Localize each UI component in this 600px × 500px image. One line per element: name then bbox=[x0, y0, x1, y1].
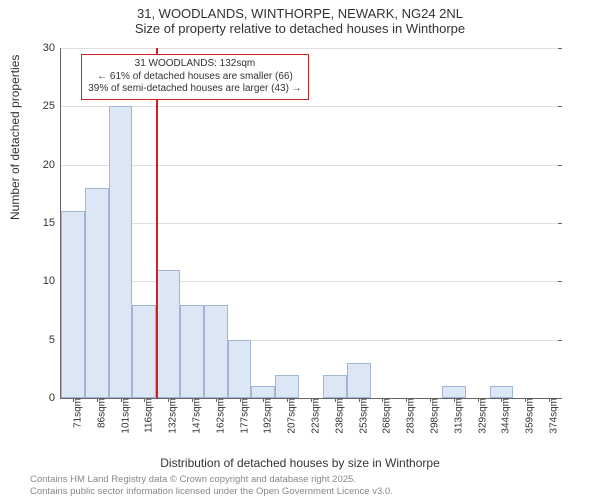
x-tick-label: 329sqm bbox=[475, 398, 488, 434]
annotation-line3: 39% of semi-detached houses are larger (… bbox=[88, 83, 301, 96]
x-tick-label: 71sqm bbox=[70, 398, 83, 428]
x-tick-label: 162sqm bbox=[213, 398, 226, 434]
histogram-bar bbox=[251, 386, 275, 398]
grid-line bbox=[61, 48, 561, 49]
x-tick-label: 86sqm bbox=[94, 398, 107, 428]
x-tick-label: 177sqm bbox=[237, 398, 250, 434]
y-tick-mark bbox=[558, 48, 562, 49]
x-tick-label: 207sqm bbox=[285, 398, 298, 434]
x-tick-label: 132sqm bbox=[166, 398, 179, 434]
histogram-bar bbox=[180, 305, 204, 398]
y-tick-mark bbox=[558, 106, 562, 107]
y-tick-label: 10 bbox=[43, 275, 61, 287]
x-tick-label: 344sqm bbox=[499, 398, 512, 434]
histogram-bar bbox=[132, 305, 156, 398]
y-tick-label: 20 bbox=[43, 159, 61, 171]
reference-line bbox=[156, 48, 158, 398]
x-tick-label: 359sqm bbox=[523, 398, 536, 434]
x-tick-label: 192sqm bbox=[261, 398, 274, 434]
histogram-bar bbox=[323, 375, 347, 398]
x-tick-label: 223sqm bbox=[309, 398, 322, 434]
y-tick-mark bbox=[558, 223, 562, 224]
y-tick-mark bbox=[558, 165, 562, 166]
histogram-bar bbox=[490, 386, 514, 398]
histogram-bar bbox=[85, 188, 109, 398]
x-tick-label: 147sqm bbox=[189, 398, 202, 434]
histogram-bar bbox=[228, 340, 252, 398]
y-tick-label: 25 bbox=[43, 100, 61, 112]
annotation-box: 31 WOODLANDS: 132sqm ← 61% of detached h… bbox=[81, 54, 308, 100]
x-tick-label: 253sqm bbox=[356, 398, 369, 434]
chart-container: 31, WOODLANDS, WINTHORPE, NEWARK, NG24 2… bbox=[0, 0, 600, 500]
y-tick-mark bbox=[558, 340, 562, 341]
y-tick-label: 0 bbox=[49, 392, 61, 404]
y-tick-label: 30 bbox=[43, 42, 61, 54]
chart-title-line1: 31, WOODLANDS, WINTHORPE, NEWARK, NG24 2… bbox=[0, 0, 600, 21]
x-tick-label: 374sqm bbox=[547, 398, 560, 434]
x-tick-label: 298sqm bbox=[428, 398, 441, 434]
footer-line1: Contains HM Land Registry data © Crown c… bbox=[30, 474, 393, 486]
histogram-bar bbox=[442, 386, 466, 398]
histogram-bar bbox=[156, 270, 180, 398]
chart-footer: Contains HM Land Registry data © Crown c… bbox=[30, 474, 393, 498]
grid-line bbox=[61, 223, 561, 224]
histogram-bar bbox=[61, 211, 85, 398]
plot-area: 05101520253071sqm86sqm101sqm116sqm132sqm… bbox=[60, 48, 561, 399]
y-tick-label: 5 bbox=[49, 334, 61, 346]
histogram-bar bbox=[347, 363, 371, 398]
chart-title-line2: Size of property relative to detached ho… bbox=[0, 21, 600, 40]
x-tick-label: 268sqm bbox=[380, 398, 393, 434]
grid-line bbox=[61, 106, 561, 107]
grid-line bbox=[61, 165, 561, 166]
x-tick-label: 313sqm bbox=[451, 398, 464, 434]
grid-line bbox=[61, 281, 561, 282]
histogram-bar bbox=[275, 375, 299, 398]
annotation-line1: 31 WOODLANDS: 132sqm bbox=[88, 58, 301, 71]
x-tick-label: 116sqm bbox=[142, 398, 155, 433]
y-tick-label: 15 bbox=[43, 217, 61, 229]
annotation-line2: ← 61% of detached houses are smaller (66… bbox=[88, 71, 301, 84]
y-tick-mark bbox=[558, 281, 562, 282]
y-axis-label: Number of detached properties bbox=[8, 55, 22, 220]
histogram-bar bbox=[204, 305, 228, 398]
x-axis-label: Distribution of detached houses by size … bbox=[0, 456, 600, 470]
footer-line2: Contains public sector information licen… bbox=[30, 486, 393, 498]
x-tick-label: 238sqm bbox=[332, 398, 345, 434]
x-tick-label: 283sqm bbox=[404, 398, 417, 434]
x-tick-label: 101sqm bbox=[118, 398, 131, 434]
histogram-bar bbox=[109, 106, 133, 398]
